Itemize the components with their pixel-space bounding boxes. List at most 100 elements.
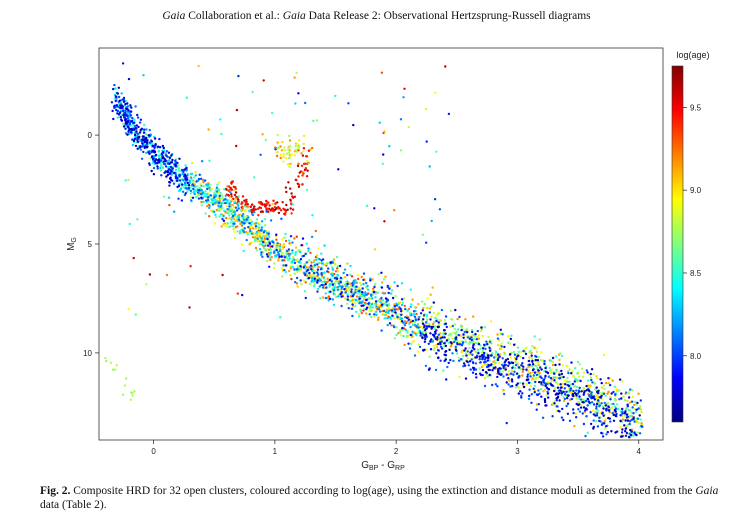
data-point xyxy=(311,276,314,280)
data-point xyxy=(289,265,292,268)
data-point xyxy=(213,222,216,225)
data-point xyxy=(296,145,300,148)
data-point xyxy=(460,325,463,328)
data-point xyxy=(233,222,236,225)
data-point xyxy=(290,153,294,156)
data-point xyxy=(217,204,220,207)
data-point xyxy=(121,393,125,396)
data-point xyxy=(309,251,312,255)
data-point xyxy=(316,287,320,291)
data-point xyxy=(407,125,410,129)
data-point xyxy=(403,304,406,308)
data-point xyxy=(473,348,476,351)
data-point xyxy=(427,325,431,328)
data-point xyxy=(529,349,532,353)
data-point xyxy=(443,319,446,322)
data-point xyxy=(177,184,181,188)
data-point xyxy=(333,277,337,280)
data-point xyxy=(187,184,191,187)
data-point xyxy=(477,337,481,340)
data-point xyxy=(444,358,448,361)
data-point xyxy=(637,407,640,410)
data-point xyxy=(409,305,412,309)
data-point xyxy=(458,359,461,362)
data-point xyxy=(393,209,396,212)
data-point xyxy=(584,434,587,438)
data-point xyxy=(435,346,439,349)
data-point xyxy=(525,382,528,386)
data-point xyxy=(497,370,500,374)
data-point xyxy=(358,295,361,299)
data-point xyxy=(466,350,469,353)
data-point xyxy=(624,430,627,433)
data-point xyxy=(144,133,148,136)
data-point xyxy=(484,356,488,359)
data-point xyxy=(136,138,139,142)
data-point xyxy=(320,252,323,255)
data-point xyxy=(269,219,273,222)
data-point xyxy=(530,352,533,355)
data-point xyxy=(437,356,440,359)
data-point xyxy=(537,363,540,367)
data-point xyxy=(468,360,472,363)
data-point xyxy=(542,390,545,393)
data-point xyxy=(500,373,503,376)
data-point xyxy=(509,337,512,341)
data-point xyxy=(259,206,263,210)
data-point xyxy=(276,151,279,154)
data-point xyxy=(294,178,297,181)
data-point xyxy=(145,128,148,131)
data-point xyxy=(400,317,403,320)
data-point xyxy=(248,222,251,225)
data-point xyxy=(605,402,609,405)
data-point xyxy=(551,356,555,360)
data-point xyxy=(319,297,322,300)
data-point xyxy=(613,385,616,388)
data-point xyxy=(256,237,259,240)
data-point xyxy=(329,290,332,293)
data-point xyxy=(380,296,383,300)
data-point xyxy=(633,420,636,423)
data-point xyxy=(412,312,416,316)
data-point xyxy=(618,398,621,401)
data-point xyxy=(249,218,252,222)
x-tick-label: 3 xyxy=(515,447,520,456)
data-point xyxy=(269,251,273,254)
data-point xyxy=(234,191,238,194)
data-point xyxy=(253,205,256,208)
data-point xyxy=(371,306,375,309)
data-point xyxy=(421,330,424,334)
data-point xyxy=(304,252,307,256)
data-point xyxy=(566,396,569,400)
data-point xyxy=(165,273,169,277)
data-point xyxy=(274,148,277,151)
data-point xyxy=(234,219,238,222)
data-point xyxy=(297,147,300,150)
data-point xyxy=(581,375,585,378)
data-point xyxy=(387,307,391,310)
data-point xyxy=(439,359,442,362)
data-point xyxy=(289,187,292,190)
data-point xyxy=(383,313,386,317)
data-point xyxy=(476,348,480,351)
data-point xyxy=(567,394,570,397)
data-point xyxy=(586,404,589,407)
data-point xyxy=(592,403,596,406)
data-point xyxy=(614,414,617,418)
data-point xyxy=(170,161,174,164)
data-point xyxy=(635,410,638,414)
data-point xyxy=(304,268,308,271)
data-point xyxy=(450,318,453,321)
data-point xyxy=(399,118,403,121)
data-point xyxy=(626,399,629,403)
data-point xyxy=(397,302,400,306)
data-point xyxy=(449,332,452,336)
data-point xyxy=(208,159,211,162)
data-point xyxy=(605,381,608,385)
data-point xyxy=(609,420,612,423)
data-point xyxy=(470,338,473,342)
data-point xyxy=(353,286,356,289)
data-point xyxy=(600,386,604,389)
data-point xyxy=(151,155,154,158)
